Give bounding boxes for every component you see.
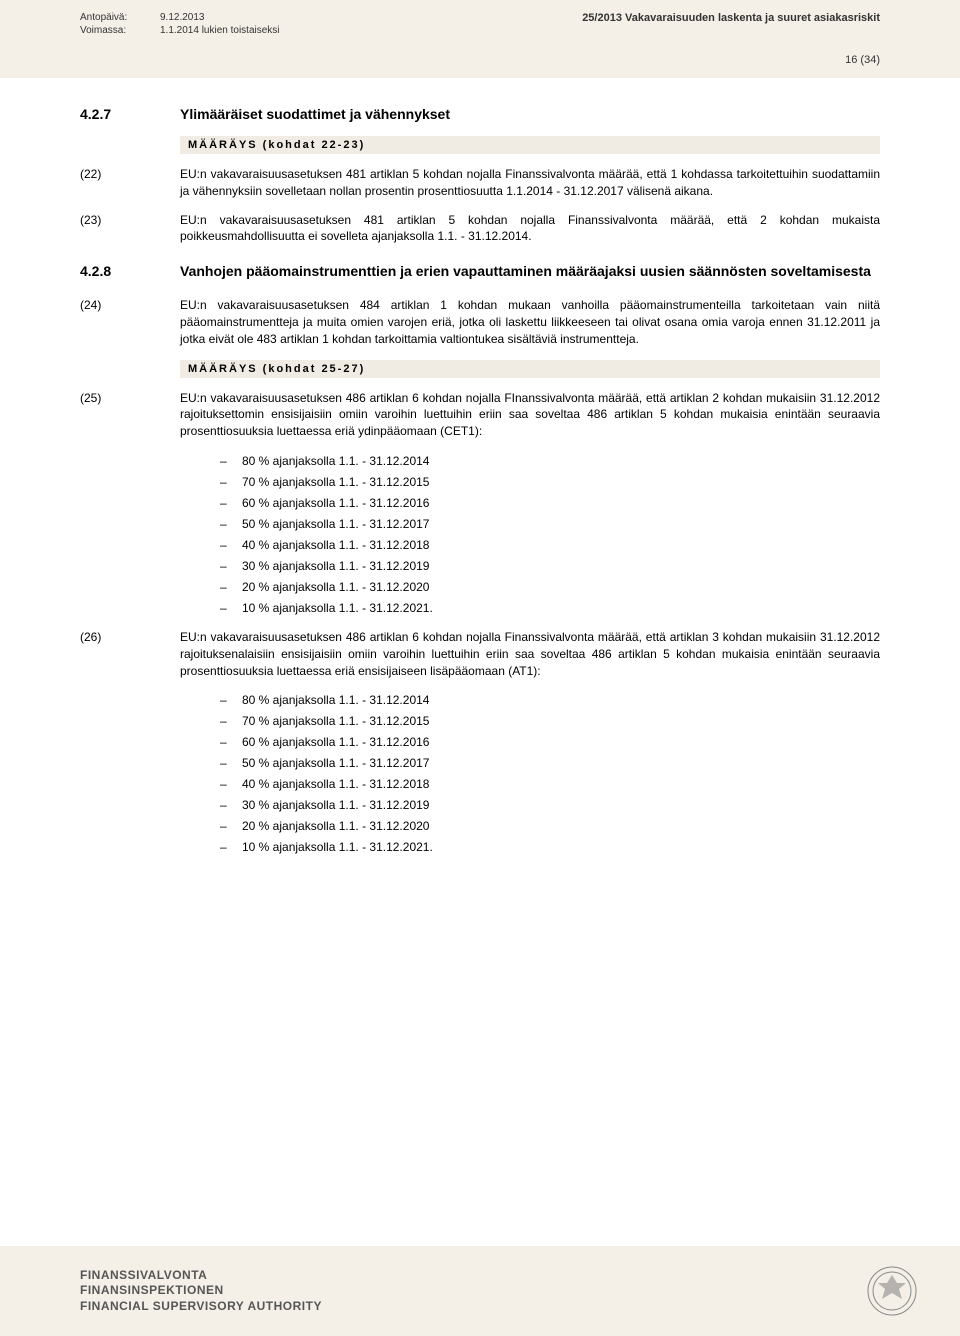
- header-row: Antopäivä: 9.12.2013 Voimassa: 1.1.2014 …: [80, 12, 880, 36]
- list-item: 70 % ajanjaksolla 1.1. - 31.12.2015: [220, 712, 880, 730]
- list-item: 80 % ajanjaksolla 1.1. - 31.12.2014: [220, 691, 880, 709]
- list-item: 50 % ajanjaksolla 1.1. - 31.12.2017: [220, 754, 880, 772]
- section-427-num: 4.2.7: [80, 106, 180, 122]
- list-item: 30 % ajanjaksolla 1.1. - 31.12.2019: [220, 796, 880, 814]
- list-26: 80 % ajanjaksolla 1.1. - 31.12.2014 70 % …: [220, 691, 880, 856]
- header-left: Antopäivä: 9.12.2013 Voimassa: 1.1.2014 …: [80, 12, 280, 36]
- para-24-num: (24): [80, 297, 180, 347]
- list-item: 50 % ajanjaksolla 1.1. - 31.12.2017: [220, 515, 880, 533]
- page-header: Antopäivä: 9.12.2013 Voimassa: 1.1.2014 …: [0, 0, 960, 78]
- list-item: 20 % ajanjaksolla 1.1. - 31.12.2020: [220, 817, 880, 835]
- list-25: 80 % ajanjaksolla 1.1. - 31.12.2014 70 % …: [220, 452, 880, 617]
- valid-label: Voimassa:: [80, 25, 160, 36]
- footer-line3: FINANCIAL SUPERVISORY AUTHORITY: [80, 1299, 322, 1315]
- list-item: 20 % ajanjaksolla 1.1. - 31.12.2020: [220, 578, 880, 596]
- footer-logo-text: FINANSSIVALVONTA FINANSINSPEKTIONEN FINA…: [80, 1268, 322, 1315]
- list-item: 60 % ajanjaksolla 1.1. - 31.12.2016: [220, 494, 880, 512]
- para-26-num: (26): [80, 629, 180, 679]
- issued-label: Antopäivä:: [80, 12, 160, 23]
- section-427-title: Ylimääräiset suodattimet ja vähennykset: [180, 106, 450, 122]
- list-item: 10 % ajanjaksolla 1.1. - 31.12.2021.: [220, 838, 880, 856]
- page-number: 16 (34): [80, 54, 880, 66]
- section-428-heading: 4.2.8 Vanhojen pääomainstrumenttien ja e…: [80, 263, 880, 279]
- para-22-num: (22): [80, 166, 180, 200]
- para-26: (26) EU:n vakavaraisuusasetuksen 486 art…: [80, 629, 880, 679]
- para-23: (23) EU:n vakavaraisuusasetuksen 481 art…: [80, 212, 880, 246]
- para-24: (24) EU:n vakavaraisuusasetuksen 484 art…: [80, 297, 880, 347]
- para-26-body: EU:n vakavaraisuusasetuksen 486 artiklan…: [180, 629, 880, 679]
- para-22-body: EU:n vakavaraisuusasetuksen 481 artiklan…: [180, 166, 880, 200]
- page-footer: FINANSSIVALVONTA FINANSINSPEKTIONEN FINA…: [0, 1246, 960, 1336]
- footer-line1: FINANSSIVALVONTA: [80, 1268, 322, 1284]
- para-22: (22) EU:n vakavaraisuusasetuksen 481 art…: [80, 166, 880, 200]
- list-item: 60 % ajanjaksolla 1.1. - 31.12.2016: [220, 733, 880, 751]
- footer-line2: FINANSINSPEKTIONEN: [80, 1283, 322, 1299]
- para-25-num: (25): [80, 390, 180, 440]
- valid-value: 1.1.2014 lukien toistaiseksi: [160, 25, 280, 36]
- section-427-heading: 4.2.7 Ylimääräiset suodattimet ja vähenn…: [80, 106, 880, 122]
- list-item: 80 % ajanjaksolla 1.1. - 31.12.2014: [220, 452, 880, 470]
- list-item: 40 % ajanjaksolla 1.1. - 31.12.2018: [220, 536, 880, 554]
- para-23-num: (23): [80, 212, 180, 246]
- list-item: 40 % ajanjaksolla 1.1. - 31.12.2018: [220, 775, 880, 793]
- issued-value: 9.12.2013: [160, 12, 205, 23]
- para-24-body: EU:n vakavaraisuusasetuksen 484 artiklan…: [180, 297, 880, 347]
- para-25: (25) EU:n vakavaraisuusasetuksen 486 art…: [80, 390, 880, 440]
- para-23-body: EU:n vakavaraisuusasetuksen 481 artiklan…: [180, 212, 880, 246]
- list-item: 30 % ajanjaksolla 1.1. - 31.12.2019: [220, 557, 880, 575]
- page-content: 4.2.7 Ylimääräiset suodattimet ja vähenn…: [0, 78, 960, 856]
- section-428-num: 4.2.8: [80, 263, 180, 279]
- list-item: 70 % ajanjaksolla 1.1. - 31.12.2015: [220, 473, 880, 491]
- maarays-bar-427: MÄÄRÄYS (kohdat 22-23): [180, 136, 880, 154]
- maarays-bar-428: MÄÄRÄYS (kohdat 25-27): [180, 360, 880, 378]
- doc-title: 25/2013 Vakavaraisuuden laskenta ja suur…: [582, 12, 880, 36]
- section-428-title: Vanhojen pääomainstrumenttien ja erien v…: [180, 263, 871, 279]
- seal-icon: [864, 1263, 920, 1319]
- para-25-body: EU:n vakavaraisuusasetuksen 486 artiklan…: [180, 390, 880, 440]
- list-item: 10 % ajanjaksolla 1.1. - 31.12.2021.: [220, 599, 880, 617]
